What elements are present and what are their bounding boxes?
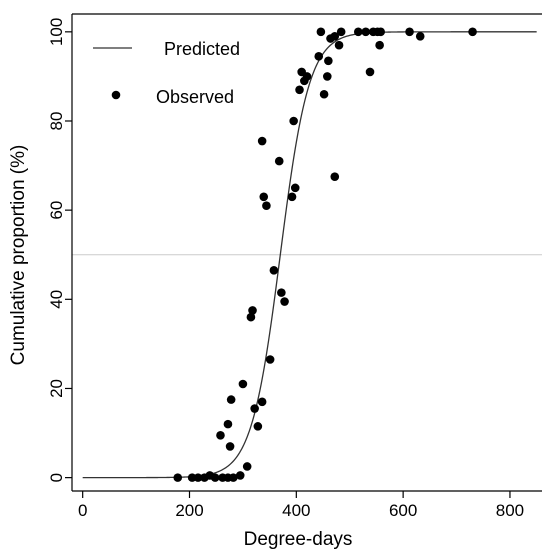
observed-point xyxy=(353,27,363,37)
observed-point xyxy=(242,462,252,471)
legend-observed-label: Observed xyxy=(156,87,234,107)
observed-point xyxy=(324,56,333,66)
legend-observed-marker xyxy=(111,90,121,100)
observed-point xyxy=(265,355,275,364)
y-tick-label: 20 xyxy=(47,379,66,398)
y-tick-label: 60 xyxy=(47,201,66,220)
observed-point xyxy=(223,419,233,429)
legend-predicted-label: Predicted xyxy=(164,39,240,59)
observed-point xyxy=(235,471,245,480)
observed-point xyxy=(334,40,344,50)
observed-point xyxy=(253,422,263,431)
observed-point xyxy=(468,27,477,37)
y-tick-label: 40 xyxy=(47,290,66,309)
y-axis-title: Cumulative proportion (%) xyxy=(8,145,29,366)
x-axis-title: Degree-days xyxy=(244,529,353,549)
observed-point xyxy=(216,430,225,440)
observed-point xyxy=(193,473,203,482)
observed-point xyxy=(376,27,386,37)
y-tick-label: 80 xyxy=(47,112,66,131)
observed-point xyxy=(229,473,238,482)
observed-point xyxy=(210,473,220,482)
x-tick-label: 600 xyxy=(389,501,417,520)
axis-layer: 0 20 40 60 80 100 0 200 400 600 800 xyxy=(47,18,524,520)
observed-point xyxy=(319,89,329,99)
x-tick-label: 400 xyxy=(282,501,310,520)
observed-point xyxy=(405,27,414,37)
predicted-curve xyxy=(82,31,537,479)
observed-point xyxy=(361,27,371,37)
x-tick-label: 800 xyxy=(496,501,524,520)
observed-point xyxy=(262,201,271,210)
observed-point xyxy=(289,116,298,126)
observed-point xyxy=(274,156,284,166)
observed-point xyxy=(226,395,236,404)
observed-point xyxy=(302,72,312,81)
observed-point xyxy=(259,192,269,202)
y-tick-label: 100 xyxy=(47,18,66,46)
observed-point xyxy=(225,442,235,451)
observed-point xyxy=(323,72,332,81)
legend: Predicted Observed xyxy=(93,39,240,107)
predicted-curve-layer xyxy=(82,31,537,479)
observed-point xyxy=(269,266,279,275)
observed-point xyxy=(330,31,340,41)
observed-point xyxy=(238,379,248,389)
observed-point xyxy=(287,192,297,202)
observed-points-layer xyxy=(173,27,477,482)
observed-point xyxy=(314,52,324,61)
observed-point xyxy=(280,297,289,306)
observed-point xyxy=(415,31,425,41)
observed-point xyxy=(365,67,375,77)
plot-frame-layer xyxy=(71,13,542,492)
y-tick-label: 0 xyxy=(47,473,66,482)
x-tick-label: 200 xyxy=(175,501,203,520)
observed-point xyxy=(290,183,300,193)
observed-point xyxy=(330,172,340,182)
observed-point xyxy=(187,473,197,482)
observed-point xyxy=(277,288,286,297)
observed-point xyxy=(375,40,384,50)
observed-point xyxy=(248,306,257,315)
observed-point xyxy=(316,27,326,37)
observed-point xyxy=(246,312,256,322)
observed-point xyxy=(250,404,259,413)
observed-point xyxy=(257,397,267,407)
observed-point xyxy=(257,136,267,146)
observed-point xyxy=(295,85,304,95)
observed-point xyxy=(336,27,346,37)
observed-point xyxy=(173,473,183,482)
x-tick-label: 0 xyxy=(78,501,87,520)
